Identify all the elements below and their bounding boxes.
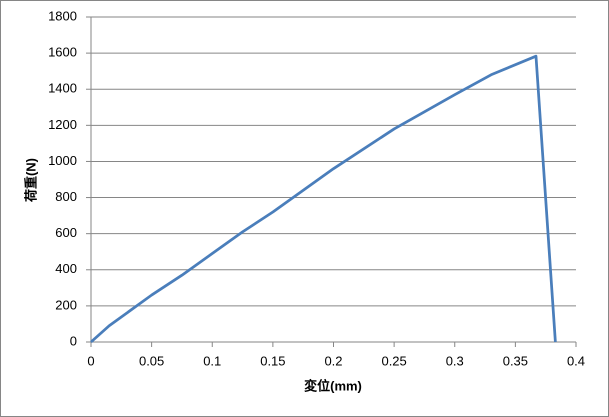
x-tick-label: 0 — [87, 353, 94, 368]
x-tick-label: 0.3 — [446, 353, 464, 368]
y-tick-label: 1000 — [48, 153, 77, 168]
data-line — [90, 54, 557, 344]
x-tick-label: 0.15 — [260, 353, 285, 368]
y-tick-label: 1800 — [48, 8, 77, 23]
x-tick-label: 0.35 — [503, 353, 528, 368]
x-tick-label: 0.05 — [139, 353, 164, 368]
y-tick-label: 800 — [55, 189, 77, 204]
y-tick-label: 0 — [70, 333, 77, 348]
y-tick-label: 200 — [55, 297, 77, 312]
x-axis-label: 変位(mm) — [304, 378, 362, 393]
y-tick-label: 600 — [55, 225, 77, 240]
y-axis-label: 荷重(N) — [23, 158, 38, 203]
x-tick-label: 0.25 — [381, 353, 406, 368]
x-tick-label: 0.4 — [567, 353, 585, 368]
y-tick-label: 1600 — [48, 45, 77, 60]
y-tick-label: 1200 — [48, 117, 77, 132]
x-tick-label: 0.2 — [324, 353, 342, 368]
y-tick-label: 1400 — [48, 81, 77, 96]
x-tick-label: 0.1 — [203, 353, 221, 368]
y-tick-label: 400 — [55, 261, 77, 276]
